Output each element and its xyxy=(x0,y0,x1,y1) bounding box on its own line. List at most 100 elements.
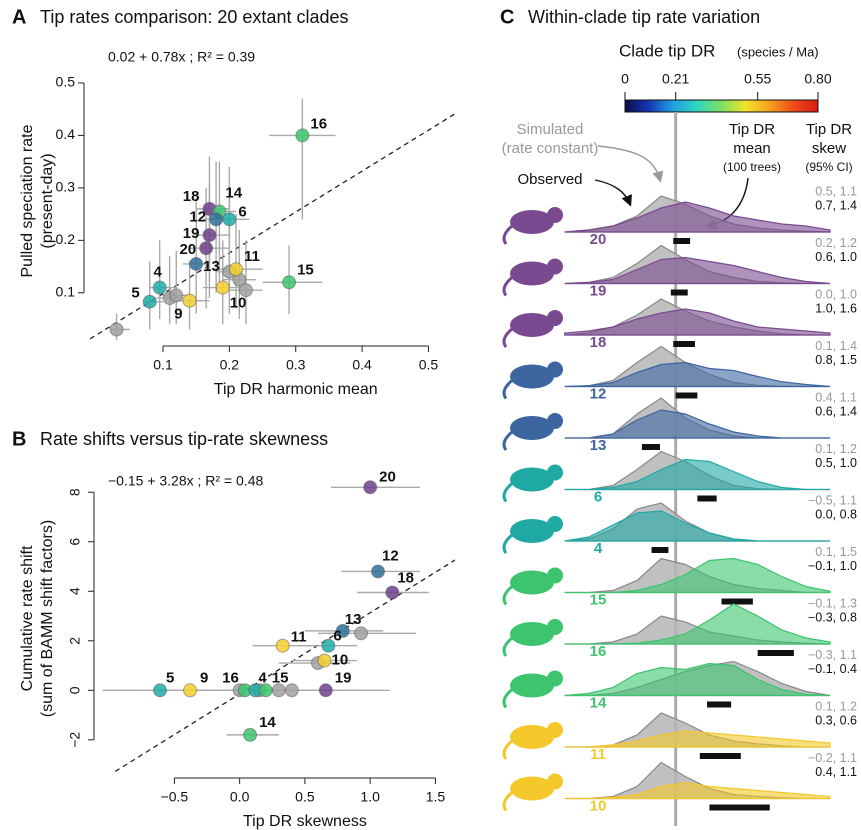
skew-simulated: 0.1, 1.2 xyxy=(815,442,857,456)
silhouette xyxy=(502,276,513,297)
silhouette xyxy=(502,636,513,657)
point xyxy=(354,626,369,641)
clade-label: 16 xyxy=(590,643,607,660)
silhouette xyxy=(547,670,563,687)
point xyxy=(142,294,157,309)
point xyxy=(275,638,290,653)
silhouette xyxy=(547,258,563,275)
panel-title: Tip rates comparison: 20 extant clades xyxy=(40,7,349,27)
point xyxy=(222,212,237,227)
observed-density xyxy=(564,201,831,233)
observed-density xyxy=(564,510,831,542)
point xyxy=(317,653,332,668)
clade-label: 11 xyxy=(590,746,606,763)
point-label: 4 xyxy=(258,669,267,686)
skew-observed: 0.3, 0.6 xyxy=(815,713,857,727)
silhouette xyxy=(502,791,513,812)
tip-dr-mean xyxy=(673,341,695,347)
point xyxy=(199,241,214,256)
observed-density xyxy=(564,603,831,645)
observed-density xyxy=(564,409,831,439)
point xyxy=(109,322,124,337)
silhouette xyxy=(510,725,554,749)
silhouette xyxy=(510,210,554,234)
y-axis-label: (present-day) xyxy=(39,153,56,248)
point-label: 13 xyxy=(203,258,220,275)
panel-letter: C xyxy=(500,6,514,28)
point-label: 6 xyxy=(238,203,246,220)
colorbar-unit: (species / Ma) xyxy=(737,44,819,59)
x-tick-label: 0.4 xyxy=(352,357,372,373)
clade-label: 4 xyxy=(594,540,603,557)
point-label: 10 xyxy=(230,295,247,312)
y-tick-label: 0.5 xyxy=(56,74,76,90)
silhouette xyxy=(502,688,513,709)
observed-density xyxy=(564,458,831,491)
skew-simulated: 0.1, 1.5 xyxy=(815,545,857,559)
point xyxy=(238,283,253,298)
silhouette xyxy=(547,207,563,223)
x-tick-label: −0.5 xyxy=(161,789,189,805)
point xyxy=(385,585,400,600)
point xyxy=(284,683,299,698)
point-label: 9 xyxy=(174,306,182,323)
point-label: 6 xyxy=(333,628,341,645)
point xyxy=(189,256,204,271)
point xyxy=(153,683,168,698)
skew-simulated: 0.0, 1.0 xyxy=(815,287,857,301)
point-label: 12 xyxy=(189,208,206,225)
silhouette xyxy=(502,739,513,760)
point-label: 18 xyxy=(183,188,200,205)
x-tick-label: 1.5 xyxy=(426,789,446,805)
point xyxy=(370,564,385,579)
silhouette xyxy=(547,567,563,584)
skew-observed: −0.1, 0.4 xyxy=(808,662,857,676)
annotation: mean xyxy=(733,140,771,157)
clade-label: 15 xyxy=(590,591,607,608)
clade-label: 6 xyxy=(594,488,602,505)
annotation: skew xyxy=(812,140,846,157)
skew-simulated: 0.1, 1.2 xyxy=(815,699,857,713)
skew-observed: −0.1, 1.0 xyxy=(808,559,857,573)
skew-observed: 0.4, 1.1 xyxy=(815,765,857,779)
colorbar-title: Clade tip DR xyxy=(619,41,715,60)
x-tick-label: 0.3 xyxy=(286,357,306,373)
x-tick-label: 0.1 xyxy=(153,357,173,373)
point xyxy=(335,623,350,638)
point-label: 11 xyxy=(244,248,260,265)
y-axis-label: Cumulative rate shift xyxy=(19,545,36,691)
silhouette xyxy=(510,313,554,337)
annotation: (rate constant) xyxy=(502,140,599,157)
silhouette xyxy=(502,430,513,451)
tip-dr-mean xyxy=(707,701,732,708)
skew-observed: 0.7, 1.4 xyxy=(815,198,857,212)
observed-density xyxy=(564,308,831,336)
clade-label: 20 xyxy=(590,231,607,248)
skew-simulated: −0.1, 1.3 xyxy=(808,596,857,610)
skew-observed: 0.5, 1.0 xyxy=(815,456,857,470)
point xyxy=(363,480,378,495)
silhouette xyxy=(502,224,513,245)
colorbar-tick-label: 0.55 xyxy=(744,71,771,87)
silhouette xyxy=(510,416,554,440)
x-tick-label: 0.2 xyxy=(220,357,240,373)
silhouette xyxy=(547,464,563,481)
point-label: 19 xyxy=(183,225,200,242)
x-tick-label: 0.0 xyxy=(230,789,250,805)
skew-simulated: 0.2, 1.2 xyxy=(815,236,857,250)
silhouette xyxy=(547,722,563,738)
tip-dr-mean xyxy=(641,444,660,450)
tip-dr-mean xyxy=(699,753,741,759)
silhouette xyxy=(547,310,563,326)
observed-density xyxy=(564,730,831,748)
point-label: 13 xyxy=(345,611,362,628)
point xyxy=(229,262,243,277)
clade-label: 18 xyxy=(590,334,607,351)
point xyxy=(318,683,333,698)
point xyxy=(202,228,217,243)
silhouette xyxy=(510,261,554,286)
silhouette xyxy=(502,482,513,503)
point-label: 5 xyxy=(166,669,174,686)
tip-dr-mean xyxy=(757,650,794,656)
clade-label: 12 xyxy=(590,385,607,402)
